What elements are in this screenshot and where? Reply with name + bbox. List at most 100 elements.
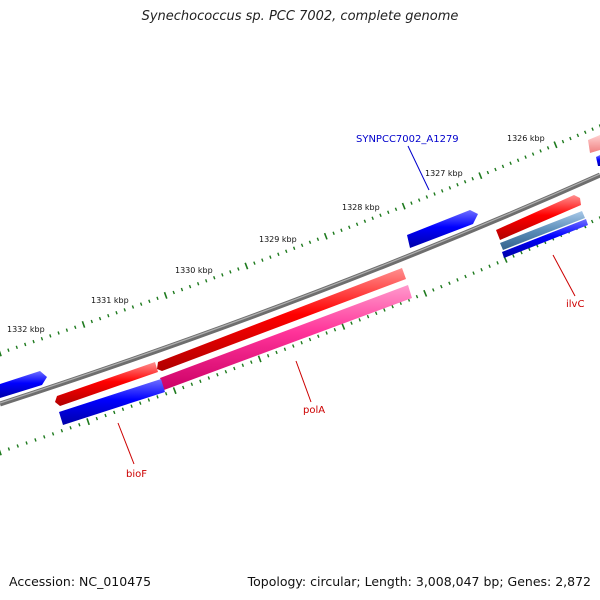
outer-ruler-tick	[539, 149, 542, 153]
inner-ruler-tick	[7, 447, 11, 451]
inner-ruler-tick	[216, 373, 219, 377]
inner-ruler-tick	[391, 304, 394, 309]
gene-synpcc7002-a1279	[407, 210, 478, 248]
inner-ruler-tick	[350, 321, 353, 325]
outer-ruler-tick	[237, 267, 240, 271]
outer-ruler-tick	[456, 183, 459, 187]
inner-ruler-tick	[480, 267, 483, 272]
outer-ruler-tick	[363, 219, 367, 223]
outer-ruler-tick	[15, 345, 18, 350]
outer-ruler-tick	[277, 252, 280, 256]
outer-ruler-tick	[394, 207, 398, 211]
inner-ruler-tick	[199, 379, 202, 383]
inner-ruler-tick	[43, 435, 46, 439]
genome-summary-text: Topology: circular; Length: 3,008,047 bp…	[247, 574, 591, 589]
outer-ruler-tick	[323, 232, 328, 240]
outer-ruler-tick	[7, 348, 10, 352]
gene-pola	[157, 268, 406, 371]
inner-ruler-tick	[590, 219, 594, 224]
inner-ruler-tick	[86, 418, 90, 426]
inner-ruler-tick	[308, 337, 312, 342]
outer-ruler-tick	[501, 164, 505, 169]
outer-ruler-tick	[516, 158, 520, 162]
inner-ruler-tick	[496, 261, 499, 265]
gene-label-pola: polA	[303, 405, 325, 416]
outer-ruler-tick	[576, 133, 580, 138]
outer-ruler-tick	[355, 222, 359, 227]
outer-ruler-tick	[196, 281, 200, 286]
outer-ruler-tick	[591, 127, 594, 131]
inner-ruler-tick	[528, 247, 531, 251]
inner-ruler-tick	[172, 387, 177, 395]
ruler-labels: 1326 kbp 1327 kbp 1328 kbp 1329 kbp 1330…	[7, 134, 545, 334]
inner-ruler-tick	[69, 426, 72, 430]
outer-ruler-tick	[300, 243, 304, 247]
inner-ruler-tick	[51, 432, 55, 436]
inner-ruler-tick	[488, 264, 491, 269]
inner-ruler-tick	[257, 355, 262, 363]
inner-ruler-tick	[512, 254, 515, 258]
outer-ruler-tick	[425, 195, 429, 199]
outer-ruler-tick	[509, 161, 512, 166]
inner-ruler-tick	[233, 366, 236, 371]
outer-ruler-tick	[448, 186, 452, 190]
ruler-label-1326: 1326 kbp	[507, 134, 545, 143]
outer-ruler-tick	[90, 319, 93, 324]
inner-ruler-tick	[366, 314, 370, 319]
outer-ruler-tick	[292, 246, 296, 250]
inner-ruler-tick	[520, 250, 523, 255]
outer-ruler-tick	[148, 299, 151, 303]
inner-ruler-tick	[182, 385, 185, 390]
inner-ruler-tick	[432, 288, 435, 292]
inner-ruler-tick	[472, 271, 475, 275]
ruler-label-1327: 1327 kbp	[425, 169, 463, 178]
inner-ruler-tick	[147, 398, 151, 402]
ruler-label-1328: 1328 kbp	[342, 203, 380, 212]
inner-ruler-tick	[275, 350, 278, 355]
outer-ruler-tick	[340, 228, 343, 233]
inner-ruler-tick	[130, 404, 133, 408]
inner-ruler-tick	[317, 334, 320, 338]
inner-ruler-tick	[358, 318, 361, 322]
outer-ruler-tick	[379, 213, 382, 217]
leader-biof	[117, 422, 135, 465]
outer-ruler-tick	[471, 176, 474, 181]
ruler-label-1329: 1329 kbp	[259, 235, 297, 244]
inner-ruler-tick	[34, 438, 37, 442]
inner-ruler-tick	[95, 416, 99, 421]
outer-ruler-tick	[463, 180, 467, 184]
outer-ruler-tick	[348, 225, 351, 230]
inner-ruler-tick	[25, 441, 28, 445]
inner-ruler-tick	[383, 308, 386, 312]
outer-ruler-tick	[172, 290, 175, 295]
outer-ruler-tick	[221, 273, 224, 277]
outer-ruler-tick	[188, 284, 192, 289]
outer-ruler-tick	[401, 202, 406, 210]
cds-biof	[59, 379, 165, 425]
ruler-label-1330: 1330 kbp	[175, 266, 213, 275]
outer-ruler-tick	[583, 130, 587, 134]
cds-ilvc	[500, 211, 585, 250]
outer-ruler-tick	[561, 139, 565, 144]
inner-ruler-tick	[415, 294, 419, 299]
inner-ruler-tick	[341, 323, 346, 330]
inner-ruler-tick	[250, 360, 253, 364]
outer-ruler-tick	[531, 152, 535, 156]
inner-ruler-tick	[283, 347, 287, 351]
gene-label-synpcc7002-a1279: SYNPCC7002_A1279	[356, 134, 459, 145]
inner-ruler-tick	[456, 278, 459, 282]
gene-label-biof: bioF	[126, 469, 147, 480]
outer-ruler-tick	[107, 313, 110, 318]
inner-ruler-tick	[113, 410, 116, 415]
outer-ruler-tick	[316, 237, 320, 242]
inner-ruler-tick	[266, 353, 270, 358]
outer-ruler-tick	[253, 261, 256, 265]
genome-backbone	[0, 172, 600, 407]
inner-ruler-tick	[78, 422, 81, 427]
inner-ruler-tick	[300, 341, 303, 345]
genome-backbone-highlight	[0, 173, 600, 404]
outer-ruler-tick	[553, 141, 558, 149]
outer-ruler-tick	[40, 336, 44, 341]
outer-ruler-tick	[229, 270, 232, 274]
